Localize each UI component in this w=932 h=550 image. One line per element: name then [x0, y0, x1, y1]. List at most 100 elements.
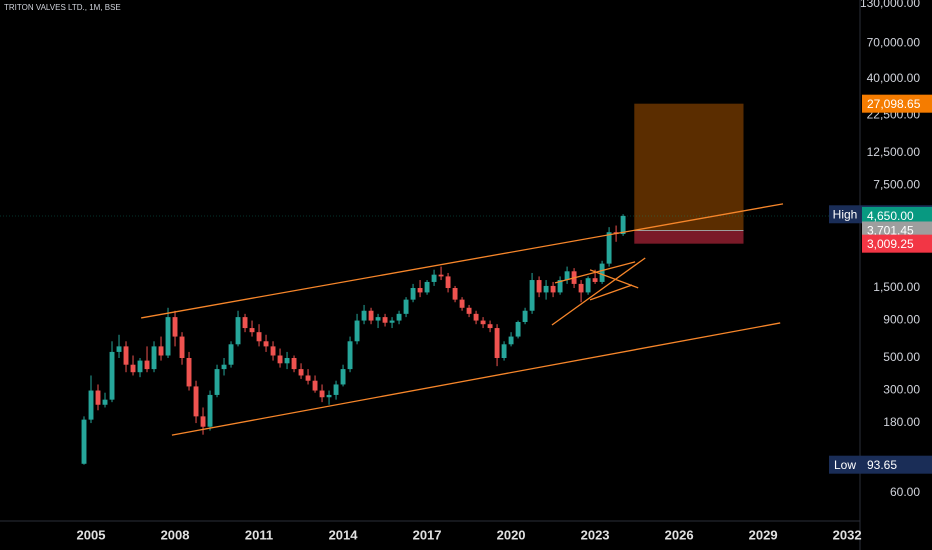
candle-body — [193, 386, 199, 417]
candle-body — [361, 310, 367, 321]
price-label-box — [862, 455, 932, 474]
candle-body — [340, 369, 346, 385]
candle-body — [347, 341, 353, 370]
candle-body — [88, 390, 94, 420]
y-tick-label: 70,000.00 — [867, 35, 921, 49]
price-label: 3,009.25 — [867, 237, 914, 251]
candle-body — [137, 360, 143, 373]
candle-body — [123, 346, 129, 365]
candle-body — [557, 280, 563, 293]
candle-body — [326, 394, 332, 398]
y-tick-label: 1,500.00 — [873, 280, 920, 294]
candle-body — [480, 320, 486, 325]
candle-body — [508, 336, 514, 345]
candle-body — [620, 215, 626, 235]
x-tick-label: 2008 — [161, 527, 190, 542]
trendline — [141, 203, 784, 319]
candle-body — [228, 344, 234, 365]
candle-body — [130, 364, 136, 373]
candle-body — [144, 360, 150, 370]
candle-body — [291, 357, 297, 370]
stop-zone — [634, 230, 744, 244]
candle-body — [396, 313, 402, 321]
candle-body — [354, 320, 360, 342]
price-label-box — [862, 94, 932, 113]
candle-body — [592, 278, 598, 282]
candle-body — [221, 364, 227, 370]
candle-body — [445, 276, 451, 289]
y-tick-label: 180.00 — [883, 415, 920, 429]
x-tick-label: 2017 — [413, 527, 442, 542]
trendline — [589, 284, 633, 301]
trendline — [171, 322, 781, 436]
x-tick-label: 2005 — [77, 527, 106, 542]
profit-zone — [634, 103, 744, 231]
candle-body — [368, 310, 374, 321]
price-label-box — [862, 206, 932, 225]
candle-body — [550, 285, 556, 293]
candle-body — [375, 317, 381, 321]
y-tick-label: 300.00 — [883, 383, 920, 397]
candle-body — [389, 320, 395, 323]
y-tick-label: 500.00 — [883, 350, 920, 364]
candle-body — [312, 380, 318, 391]
x-tick-label: 2020 — [497, 527, 526, 542]
price-label-name: High — [833, 207, 858, 221]
candle-body — [473, 313, 479, 321]
candle-body — [284, 357, 290, 364]
candle-body — [417, 288, 423, 293]
candle-body — [214, 369, 220, 395]
trendline — [551, 257, 646, 326]
chart-title: TRITON VALVES LTD., 1M, BSE — [4, 3, 121, 12]
candle-body — [235, 317, 241, 345]
candle-body — [543, 285, 549, 293]
candle-body — [200, 416, 206, 427]
y-tick-label: 130,000.00 — [860, 0, 920, 10]
x-tick-label: 2023 — [581, 527, 610, 542]
candle-body — [305, 375, 311, 381]
candle-body — [333, 384, 339, 395]
candle-body — [207, 394, 213, 427]
candle-body — [298, 369, 304, 376]
candle-body — [382, 317, 388, 323]
x-tick-label: 2014 — [329, 527, 359, 542]
candle-body — [487, 324, 493, 329]
candle-body — [263, 341, 269, 347]
candle-body — [270, 346, 276, 356]
candle-body — [529, 280, 535, 311]
candle-body — [522, 310, 528, 322]
candle-body — [585, 278, 591, 293]
candle-body — [102, 399, 108, 405]
candle-body — [403, 299, 409, 314]
candle-body — [564, 271, 570, 281]
candle-body — [151, 346, 157, 370]
candle-body — [319, 390, 325, 398]
candle-body — [459, 299, 465, 308]
price-label: 4,650.00 — [867, 209, 914, 223]
candle-body — [165, 317, 171, 356]
y-tick-label: 40,000.00 — [867, 71, 921, 85]
candle-body — [466, 307, 472, 314]
y-tick-label: 60.00 — [890, 485, 920, 499]
candle-body — [410, 288, 416, 300]
candle-body — [249, 328, 255, 333]
candle-body — [95, 390, 101, 405]
x-tick-label: 2011 — [245, 527, 273, 542]
candle-body — [515, 321, 521, 337]
price-label-name-box — [829, 205, 862, 224]
trendline — [589, 269, 639, 289]
candle-body — [172, 317, 178, 337]
candle-body — [256, 332, 262, 342]
y-tick-label: 7,500.00 — [873, 178, 920, 192]
candle-body — [599, 263, 605, 282]
candle-body — [431, 274, 437, 282]
candle-body — [438, 274, 444, 277]
candle-body — [116, 346, 122, 352]
price-label-box — [862, 234, 932, 253]
price-label-name: Low — [834, 458, 856, 472]
candle-body — [494, 328, 500, 358]
y-tick-label: 12,500.00 — [867, 145, 921, 159]
candle-body — [242, 317, 248, 329]
candle-body — [277, 355, 283, 364]
